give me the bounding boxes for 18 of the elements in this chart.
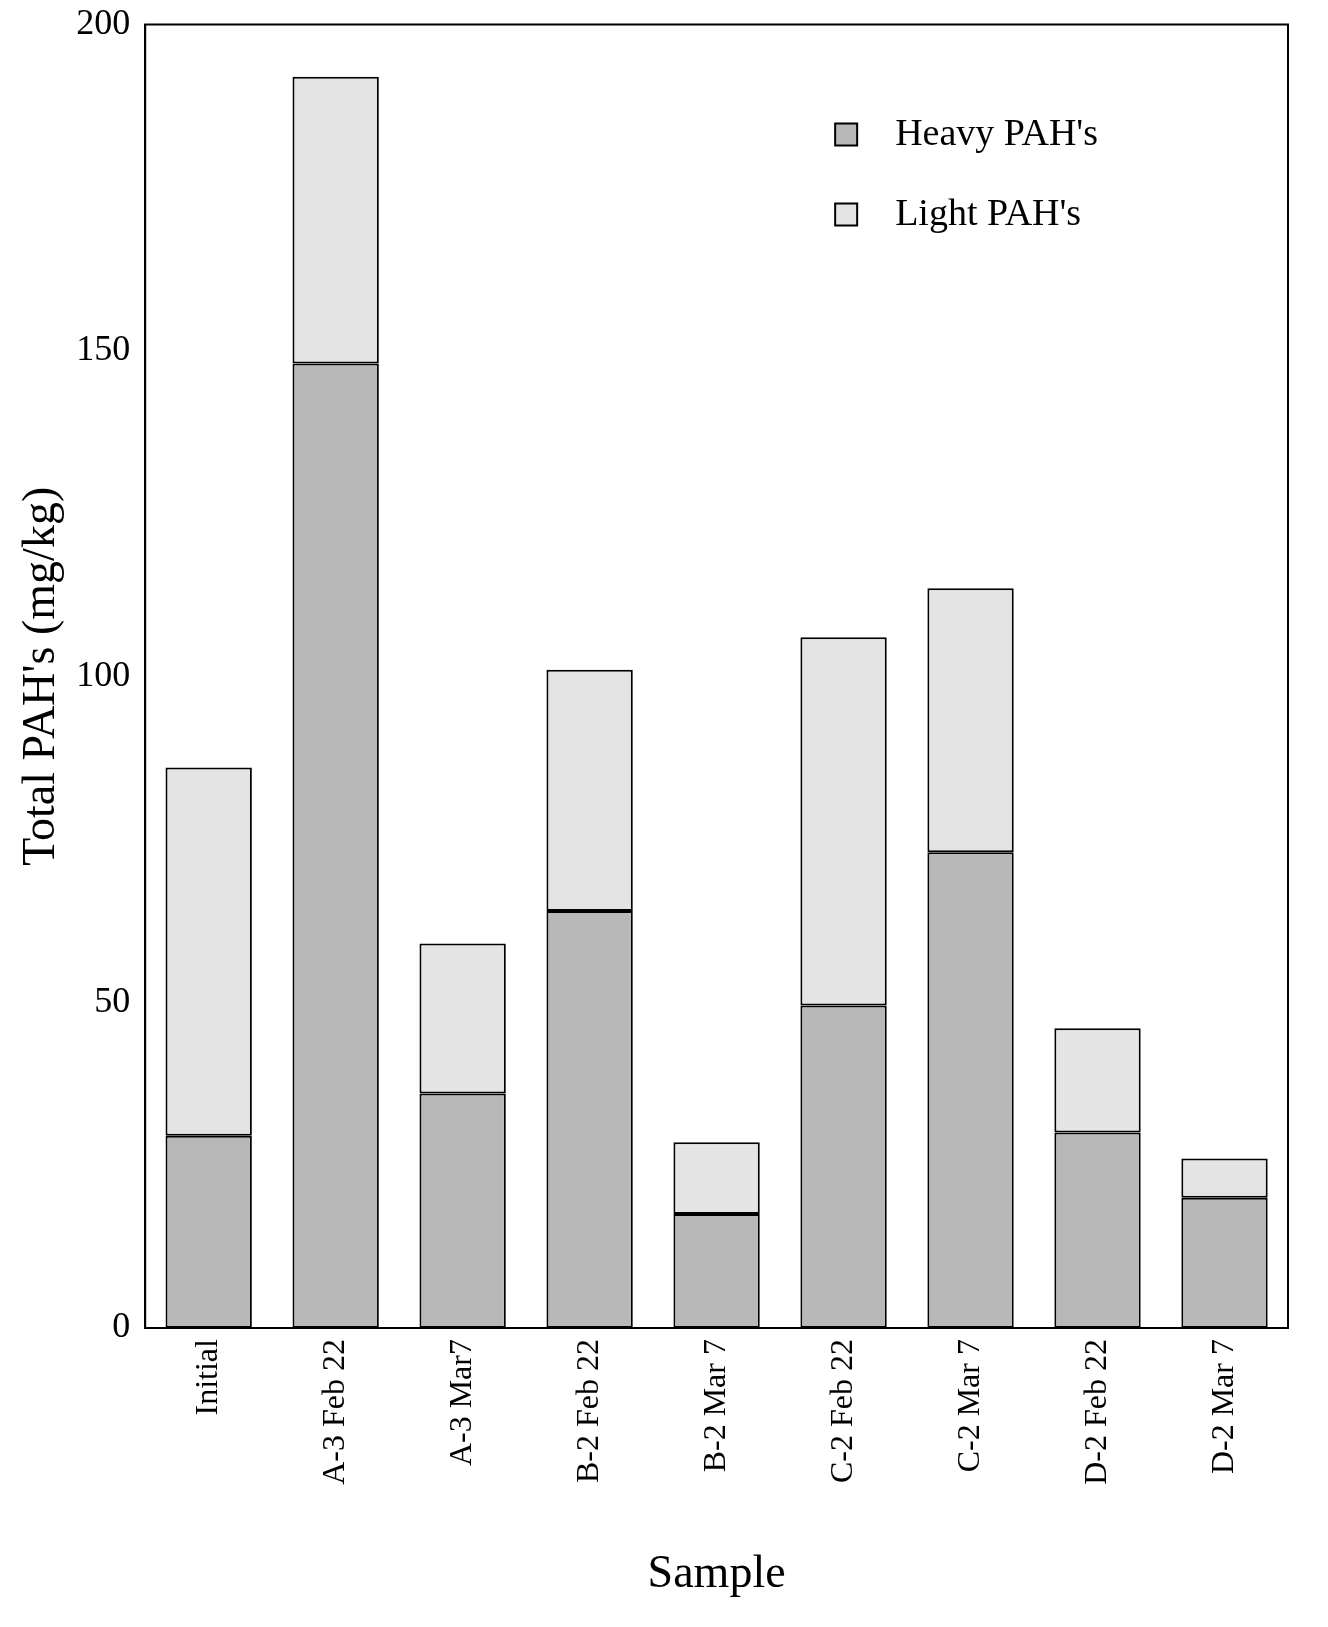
legend-label: Light PAH's bbox=[895, 190, 1082, 233]
x-tick-label: A-3 Mar7 bbox=[442, 1339, 479, 1467]
x-tick-label: Initial bbox=[188, 1338, 225, 1416]
x-tick-label: A-3 Feb 22 bbox=[315, 1339, 352, 1485]
legend-label: Heavy PAH's bbox=[895, 110, 1098, 153]
y-tick-label: 0 bbox=[112, 1305, 131, 1346]
y-tick-label: 200 bbox=[76, 2, 131, 43]
x-tick-label: D-2 Mar 7 bbox=[1203, 1339, 1240, 1475]
x-tick-label: B-2 Mar 7 bbox=[696, 1339, 733, 1473]
x-axis-title: Sample bbox=[647, 1546, 786, 1598]
x-tick-label: B-2 Feb 22 bbox=[569, 1339, 606, 1484]
y-tick-label: 50 bbox=[94, 979, 131, 1020]
y-tick-label: 150 bbox=[76, 327, 131, 368]
x-tick-label: C-2 Feb 22 bbox=[822, 1339, 859, 1484]
x-tick-label: C-2 Mar 7 bbox=[949, 1339, 986, 1473]
y-axis-title: Total PAH's (mg/kg) bbox=[12, 486, 64, 866]
y-tick-label: 100 bbox=[76, 653, 131, 694]
x-tick-label: D-2 Feb 22 bbox=[1076, 1339, 1113, 1485]
